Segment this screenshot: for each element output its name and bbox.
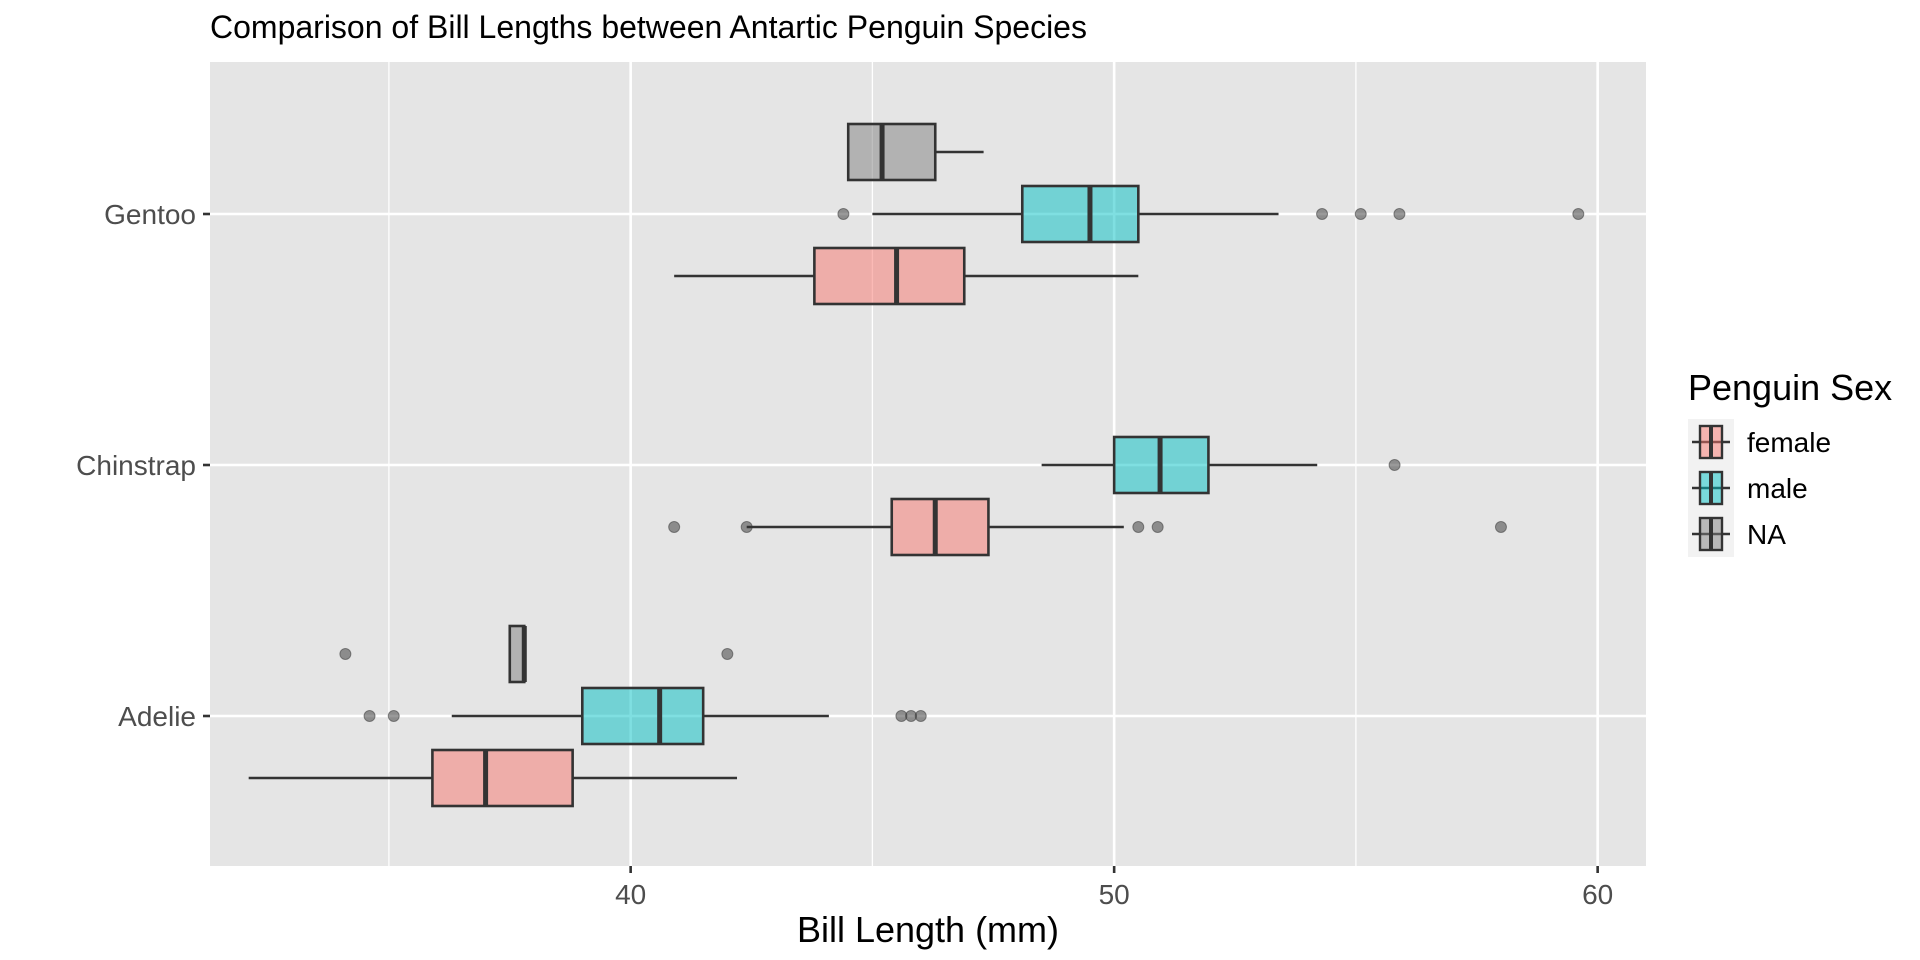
box-iqr	[431, 748, 574, 808]
legend-item-male: male	[1688, 465, 1808, 511]
outlier-point	[339, 648, 352, 660]
x-tick-label: 60	[1582, 879, 1613, 910]
outlier-point	[1354, 208, 1367, 220]
box-iqr	[580, 686, 705, 746]
legend: Penguin Sex female male NA	[1688, 367, 1892, 557]
box-gentoo-na	[846, 122, 984, 182]
boxes	[248, 122, 1585, 808]
outlier-point	[740, 521, 753, 533]
outlier-point	[914, 710, 927, 722]
box-adelie-male	[363, 686, 927, 746]
outlier-point	[1388, 459, 1401, 471]
outlier-point	[1572, 208, 1585, 220]
outlier-point	[1316, 208, 1329, 220]
legend-label: female	[1747, 427, 1831, 458]
outlier-point	[668, 521, 681, 533]
box-adelie-na	[339, 624, 734, 684]
legend-label: male	[1747, 473, 1808, 504]
x-axis-label: Bill Length (mm)	[797, 909, 1059, 950]
box-chinstrap-female	[668, 497, 1507, 557]
box-chinstrap-male	[1041, 435, 1401, 495]
legend-title: Penguin Sex	[1688, 367, 1892, 408]
x-tick-label: 40	[615, 879, 646, 910]
box-adelie-female	[248, 748, 738, 808]
box-iqr	[1020, 184, 1140, 244]
legend-item-na: NA	[1688, 511, 1786, 557]
legend-item-female: female	[1688, 419, 1831, 465]
outlier-point	[387, 710, 400, 722]
outlier-point	[721, 648, 734, 660]
y-tick-label: Gentoo	[104, 199, 196, 230]
gridlines	[210, 62, 1646, 866]
box-iqr	[890, 497, 990, 557]
box-gentoo-female	[674, 246, 1139, 306]
y-tick-label: Chinstrap	[76, 450, 196, 481]
box-gentoo-male	[837, 184, 1585, 244]
outlier-point	[837, 208, 850, 220]
outlier-point	[1494, 521, 1507, 533]
y-tick-label: Adelie	[118, 701, 196, 732]
outlier-point	[1151, 521, 1164, 533]
chart-title: Comparison of Bill Lengths between Antar…	[210, 9, 1087, 45]
axes: Adelie Chinstrap Gentoo 40 50 60	[76, 199, 1613, 910]
box-iqr	[813, 246, 966, 306]
x-tick-label: 50	[1099, 879, 1130, 910]
box-iqr	[846, 122, 937, 182]
outlier-point	[363, 710, 376, 722]
outlier-point	[1132, 521, 1145, 533]
legend-label: NA	[1747, 519, 1786, 550]
outlier-point	[1393, 208, 1406, 220]
